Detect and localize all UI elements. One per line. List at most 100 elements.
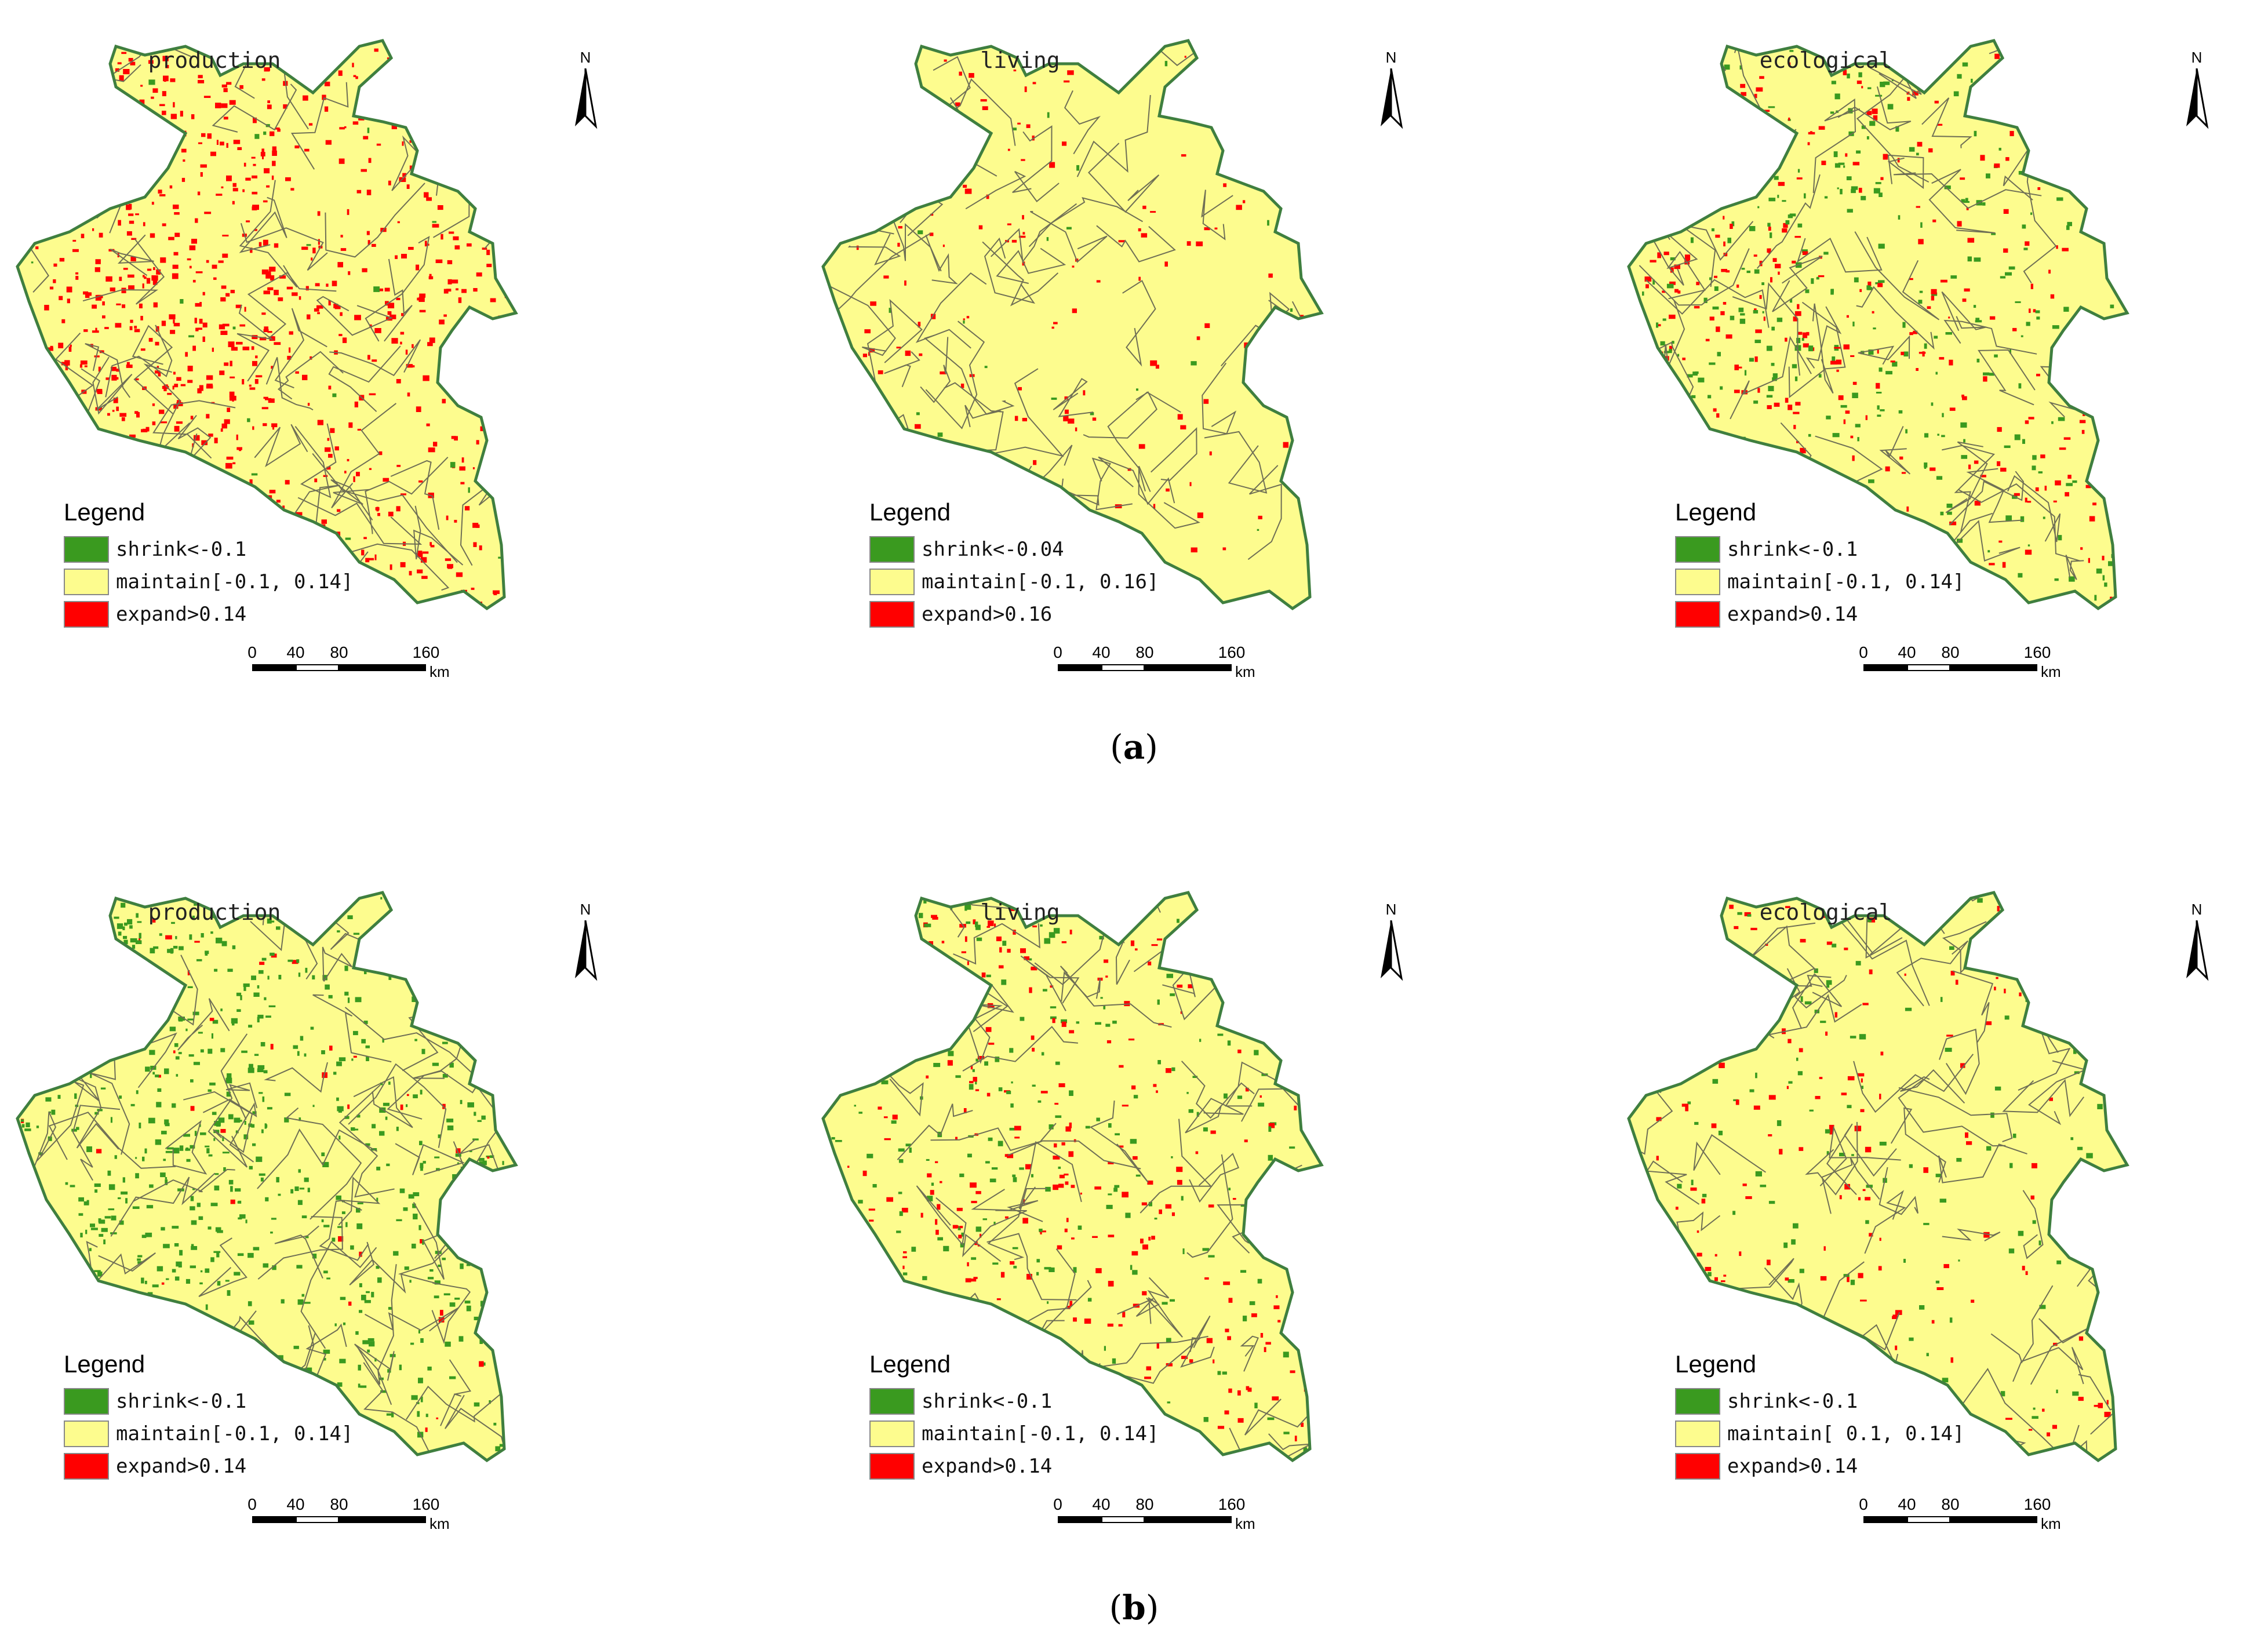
- legend-maintain: maintain[-0.1, 0.14]: [1675, 566, 1964, 598]
- scale-unit: km: [429, 663, 450, 680]
- scale-tick-label: 80: [330, 643, 348, 661]
- province-map: [821, 39, 1324, 611]
- legend-label: maintain[-0.1, 0.16]: [922, 570, 1159, 593]
- map-panel-b-production: production N Legend shrink<-0.1 maintain[-0…: [12, 875, 638, 1536]
- scale-tick-label: 80: [1941, 643, 1960, 661]
- scale-segment: [339, 664, 426, 671]
- legend-label: expand>0.14: [1727, 603, 1858, 626]
- legend-swatch: [1675, 569, 1720, 595]
- change-pixels: [831, 900, 1308, 1452]
- scale-bar: 0 40 80 160 km: [1053, 643, 1278, 684]
- legend-shrink: shrink<-0.04: [869, 533, 1159, 566]
- scale-unit: km: [1235, 663, 1255, 680]
- legend-swatch: [64, 536, 109, 563]
- legend-swatch: [1675, 1453, 1720, 1480]
- scale-tick-label: 160: [1218, 643, 1246, 661]
- scale-tick-label: 40: [286, 643, 305, 661]
- legend-label: shrink<-0.04: [922, 538, 1064, 561]
- change-pixels: [1656, 898, 2111, 1437]
- north-arrow-icon: N: [2179, 901, 2214, 988]
- legend-label: maintain[-0.1, 0.14]: [116, 1422, 354, 1445]
- scale-segment: [296, 664, 339, 671]
- scale-segment: [339, 1516, 426, 1523]
- panel-title: ecological: [1759, 899, 1892, 925]
- province-map: [16, 39, 518, 611]
- panel-title: ecological: [1759, 48, 1892, 73]
- legend: Legend shrink<-0.1 maintain[-0.1, 0.14] exp…: [64, 1350, 353, 1483]
- legend-swatch: [1675, 1388, 1720, 1415]
- north-label: N: [2191, 49, 2203, 66]
- legend-swatch: [64, 569, 109, 595]
- province-fill: [17, 893, 516, 1460]
- legend-expand: expand>0.14: [64, 598, 353, 631]
- legend-expand: expand>0.14: [1675, 1450, 1964, 1483]
- legend-label: expand>0.14: [116, 603, 247, 626]
- legend-label: maintain[-0.1, 0.14]: [1727, 570, 1965, 593]
- scale-segment: [1101, 664, 1145, 671]
- legend-label: maintain[-0.1, 0.14]: [922, 1422, 1159, 1445]
- province-map: [16, 891, 518, 1463]
- scale-segment: [1907, 1516, 1950, 1523]
- province-boundary: [16, 891, 518, 1463]
- legend-shrink: shrink<-0.1: [869, 1385, 1159, 1418]
- legend-label: shrink<-0.1: [1727, 538, 1858, 561]
- legend-swatch: [1675, 536, 1720, 563]
- province-map: [821, 891, 1324, 1463]
- scale-segment: [1145, 664, 1232, 671]
- legend-maintain: maintain[-0.1, 0.16]: [869, 566, 1159, 598]
- province-fill: [823, 41, 1322, 609]
- province-boundary: [821, 39, 1324, 611]
- map-panel-b-living: living N Legend shrink<-0.1 maintain[-0.1, …: [817, 875, 1443, 1536]
- scale-segment: [252, 664, 296, 671]
- scale-tick-label: 40: [1898, 1495, 1916, 1513]
- legend-title: Legend: [1675, 1350, 1757, 1378]
- north-label: N: [580, 49, 591, 66]
- scale-tick-label: 0: [247, 1495, 257, 1513]
- legend-expand: expand>0.14: [869, 1450, 1159, 1483]
- legend-swatch: [869, 601, 915, 628]
- province-boundary: [1627, 39, 2129, 611]
- legend-shrink: shrink<-0.1: [64, 1385, 353, 1418]
- legend-label: shrink<-0.1: [922, 1390, 1053, 1413]
- province-boundary: [1627, 891, 2129, 1463]
- panel-title: production: [148, 48, 281, 73]
- legend-swatch: [64, 1420, 109, 1447]
- province-map: [1627, 891, 2129, 1463]
- legend-maintain: maintain[-0.1, 0.14]: [869, 1418, 1159, 1450]
- change-pixels: [31, 48, 511, 606]
- legend-title: Legend: [869, 498, 951, 526]
- north-arrow-icon: N: [568, 49, 603, 136]
- scale-bar: 0 40 80 160 km: [247, 643, 472, 684]
- scale-tick-label: 0: [1053, 643, 1062, 661]
- scale-unit: km: [1235, 1515, 1255, 1532]
- legend-label: shrink<-0.1: [116, 1390, 247, 1413]
- map-panel-a-ecological: ecological N Legend shrink<-0.1 maintain[-0…: [1623, 23, 2249, 684]
- legend-label: expand>0.16: [922, 603, 1053, 626]
- legend-label: maintain[-0.1, 0.14]: [116, 570, 354, 593]
- scale-tick-label: 80: [1135, 643, 1154, 661]
- legend: Legend shrink<-0.1 maintain[ 0.1, 0.14] exp…: [1675, 1350, 1964, 1483]
- legend-title: Legend: [64, 1350, 145, 1378]
- legend-label: maintain[ 0.1, 0.14]: [1727, 1422, 1965, 1445]
- scale-segment: [1145, 1516, 1232, 1523]
- province-fill: [1629, 893, 2127, 1460]
- panel-title: living: [980, 899, 1060, 925]
- north-label: N: [580, 901, 591, 918]
- legend-swatch: [1675, 1420, 1720, 1447]
- change-pixels: [856, 56, 1304, 553]
- legend-shrink: shrink<-0.1: [1675, 1385, 1964, 1418]
- map-panel-a-production: production N Legend shrink<-0.1 maintain[-0…: [12, 23, 638, 684]
- province-fill: [17, 41, 516, 609]
- legend-expand: expand>0.16: [869, 598, 1159, 631]
- scale-tick-label: 160: [1218, 1495, 1246, 1513]
- scale-bar: 0 40 80 160 km: [1859, 1495, 2084, 1536]
- scale-tick-label: 0: [247, 643, 257, 661]
- north-label: N: [1385, 901, 1397, 918]
- north-arrow-icon: N: [1374, 901, 1408, 988]
- legend-swatch: [869, 1420, 915, 1447]
- legend-label: expand>0.14: [922, 1455, 1053, 1478]
- legend-expand: expand>0.14: [64, 1450, 353, 1483]
- scale-segment: [1863, 1516, 1907, 1523]
- scale-tick-label: 0: [1053, 1495, 1062, 1513]
- panel-title: living: [980, 48, 1060, 73]
